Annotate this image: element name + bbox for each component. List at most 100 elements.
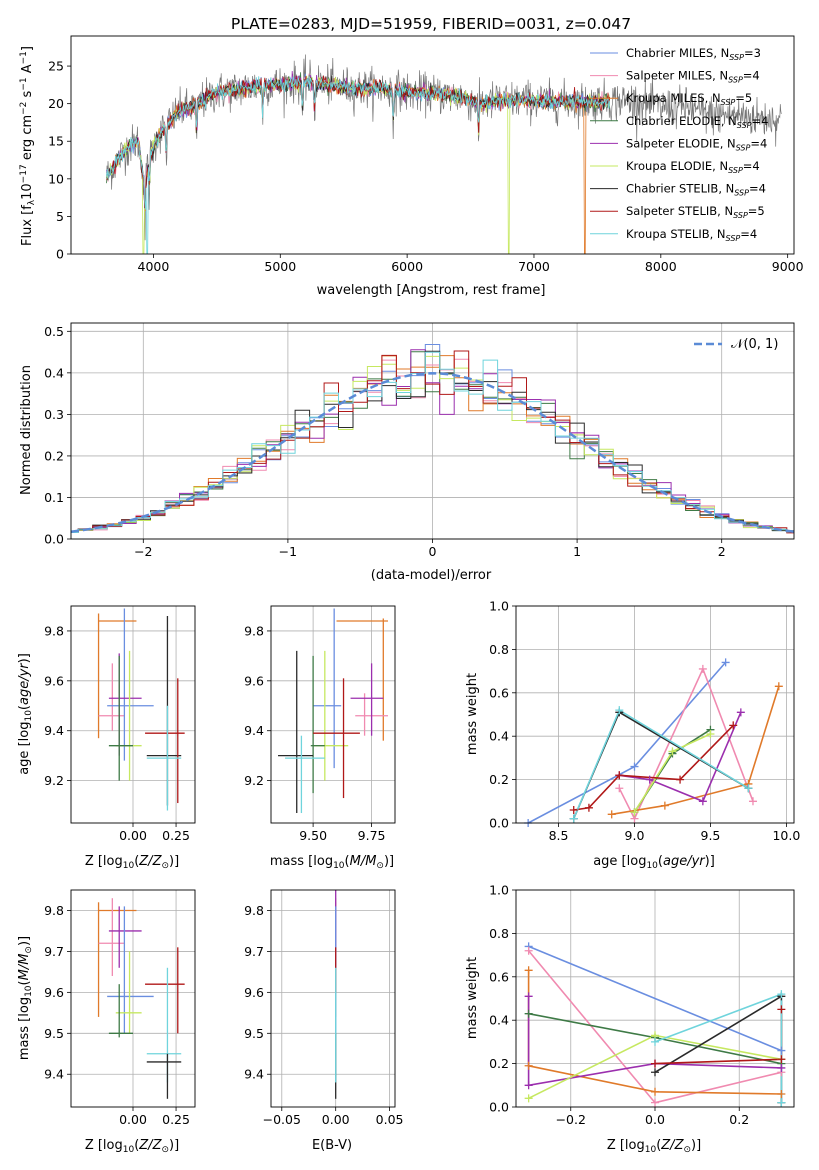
legend-entry-count: =4 [740, 227, 757, 241]
legend-entry: Chabrier MILES, NSSP=3 [626, 46, 761, 62]
clipped-layer [71, 344, 794, 534]
legend-entry-name: Kroupa ELODIE, N [626, 159, 728, 173]
mass-vs-Z-ytick-label: 9.8 [44, 903, 64, 918]
mass-vs-ebv-xtick-label: −0.05 [263, 1112, 301, 1127]
legend-entry: Kroupa STELIB, NSSP=4 [626, 227, 757, 243]
mass-weight-vs-age-xtick-label: 9.5 [701, 828, 721, 843]
legend-entry-count: =5 [748, 204, 765, 218]
mass-weight-vs-age-ytick-label: 1.0 [489, 599, 509, 614]
age-vs-mass-xtick-label: 9.50 [299, 828, 327, 843]
age-vs-Z-xtick-label: 0.25 [162, 828, 190, 843]
series-marker [698, 797, 707, 806]
series-line [654, 993, 783, 1103]
mass-weight-vs-Z-ytick-label: 0.0 [489, 1100, 509, 1115]
mass-weight-vs-Z-ylabel: mass weight [465, 957, 480, 1039]
series-marker [777, 1046, 786, 1055]
legend-entry: Salpeter MILES, NSSP=4 [626, 69, 760, 85]
spectrum-xlabel: wavelength [Angstrom, rest frame] [317, 283, 546, 298]
spectrum-ylabel-part: s [20, 90, 35, 101]
residuals-ytick-label: 0.3 [44, 407, 64, 422]
spectrum-ylabel-part: A [20, 64, 35, 77]
legend-entry-count: =4 [749, 182, 766, 196]
series-marker [721, 658, 730, 667]
mass-weight-vs-Z-ytick-label: 0.2 [489, 1056, 509, 1071]
legend-entry-sub: SSP [726, 234, 741, 243]
legend-entry-sub: SSP [721, 98, 736, 107]
series-marker [607, 810, 616, 819]
mass-vs-ebv-ytick-label: 9.6 [244, 985, 264, 1000]
series-marker [777, 1063, 786, 1072]
mass-vs-ebv-ytick-label: 9.5 [244, 1026, 264, 1041]
mass-weight-vs-Z-panel: −0.2 0.0 0.2 0.0 0.2 0.4 0.6 0.8 1.0 [489, 883, 795, 1127]
series-marker [777, 990, 786, 999]
mass-vs-ebv-ytick-label: 9.4 [244, 1067, 264, 1082]
mass-weight-vs-age-ytick-label: 0.0 [489, 816, 509, 831]
mass-weight-vs-Z-xtick-label: 0.0 [645, 1112, 665, 1127]
mass-weight-vs-Z-ytick-label: 1.0 [489, 883, 509, 898]
series-marker [524, 1081, 533, 1090]
series-marker [524, 1061, 533, 1070]
mass-weight-vs-age-ylabel: mass weight [465, 673, 480, 755]
normal-legend-label: 𝒩(0, 1) [731, 337, 778, 352]
spectrum-ylabel-part: −2 [19, 102, 29, 115]
age-vs-Z-panel: 0.00 0.25 9.2 9.4 9.6 9.8 [44, 605, 196, 843]
figure-title: PLATE=0283, MJD=51959, FIBERID=0031, z=0… [231, 15, 631, 33]
residuals-panel: −2 −1 0 1 2 0.0 0.1 0.2 0.3 0.4 0.5 (data-model)/e… [19, 322, 795, 583]
mass-weight-vs-age-xlabel: age [log10(age/yr)] [593, 854, 715, 871]
spectrum-ylabel-part: −17 [19, 164, 29, 183]
age-vs-Z-ytick-label: 9.8 [44, 623, 64, 638]
clipped-layer [527, 661, 780, 823]
series-line [572, 709, 749, 820]
series-marker [651, 1037, 659, 1046]
age-vs-mass-frame [270, 605, 396, 824]
residuals-xtick-label: 2 [718, 544, 726, 559]
legend-entry-name: Chabrier MILES, N [626, 46, 729, 60]
legend-entry-name: Kroupa MILES, N [626, 91, 721, 105]
legend-entry-count: =4 [752, 114, 769, 128]
series-marker [630, 808, 639, 817]
series-marker [524, 1009, 533, 1018]
spectrum-ylabel: Flux [fλ10−17 erg cm−2 s−1 A−1] [19, 46, 37, 246]
spectrum-ytick-label: 10 [48, 171, 64, 186]
series-marker [777, 1005, 786, 1014]
residuals-xlabel: (data-model)/error [371, 568, 492, 583]
mass-weight-vs-Z-ytick-label: 0.4 [489, 1013, 509, 1028]
series-marker [748, 797, 757, 806]
series-marker [744, 784, 753, 793]
legend-entry-count: =3 [744, 46, 761, 60]
legend-entry-count: =4 [750, 136, 767, 150]
series-marker [615, 771, 624, 780]
mass-vs-ebv-xtick-label: 0.05 [376, 1112, 404, 1127]
mass-vs-Z-ytick-label: 9.5 [44, 1026, 64, 1041]
spectrum-frame [70, 35, 795, 255]
legend-entry: Chabrier ELODIE, NSSP=4 [626, 114, 768, 130]
clipped-layer [97, 898, 185, 1099]
series-marker [736, 708, 745, 717]
spectrum-ytick-label: 0 [56, 247, 64, 262]
series-marker [774, 682, 783, 691]
legend-entry-sub: SSP [736, 143, 751, 152]
spectrum-xtick-label: 9000 [772, 259, 804, 274]
clipped-layer [106, 54, 782, 254]
spectrum-xtick-label: 7000 [518, 259, 550, 274]
series-line [572, 711, 749, 820]
legend-entry-sub: SSP [734, 189, 749, 198]
spectrum-xtick-label: 6000 [391, 259, 423, 274]
series-marker [651, 1068, 659, 1077]
legend-entry-sub: SSP [737, 121, 752, 130]
age-vs-Z-ylabel: age [log10(age/yr)] [17, 653, 34, 775]
legend-entry: Salpeter STELIB, NSSP=5 [626, 204, 765, 220]
spectrum-ylabel-part: ] [20, 46, 35, 51]
series-marker [777, 1089, 786, 1098]
series-line [618, 666, 754, 821]
age-vs-mass-ytick-label: 9.8 [244, 623, 264, 638]
series-marker [777, 1098, 786, 1107]
mass-vs-Z-panel: 0.00 0.25 9.4 9.5 9.6 9.7 9.8 [44, 889, 196, 1127]
mass-vs-ebv-ytick-label: 9.8 [244, 903, 264, 918]
residuals-ytick-label: 0.0 [44, 532, 64, 547]
series-marker [615, 784, 624, 793]
model-spectrum-line [106, 75, 610, 208]
spectrum-ylabel-part: erg cm [20, 115, 35, 164]
mass-weight-vs-Z-ytick-label: 0.6 [489, 969, 509, 984]
